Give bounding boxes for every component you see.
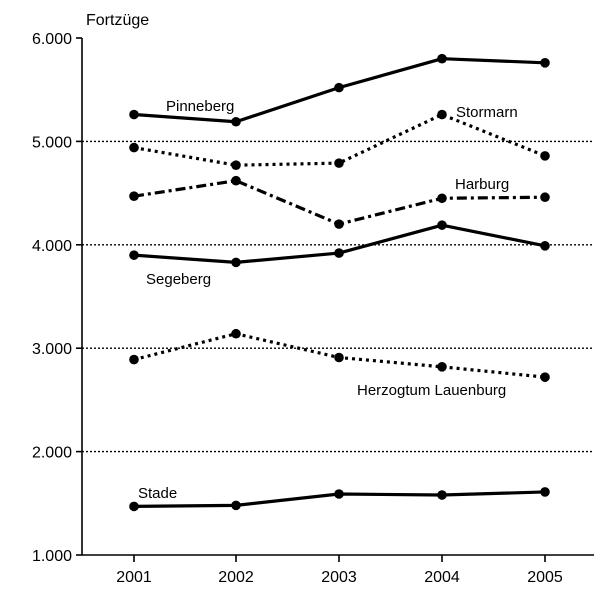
y-tick-label: 1.000: [32, 548, 72, 565]
data-point: [231, 116, 241, 127]
data-point: [129, 250, 139, 260]
data-point: [334, 489, 344, 499]
data-point: [231, 175, 241, 186]
series-label: Segeberg: [146, 271, 211, 288]
x-tick-label: 2005: [527, 569, 563, 586]
data-point: [540, 192, 550, 203]
series-line: [133, 112, 546, 167]
series-label: Stade: [138, 485, 177, 502]
y-tick-label: 4.000: [32, 238, 72, 255]
data-point: [540, 151, 550, 161]
series-label: Stormarn: [456, 104, 518, 121]
x-tick-label: 2001: [116, 569, 152, 586]
x-tick-label: 2004: [424, 569, 460, 586]
data-point: [540, 58, 550, 68]
data-point: [540, 372, 550, 382]
data-point: [334, 248, 344, 258]
data-point: [437, 490, 447, 500]
y-tick-label: 3.000: [32, 341, 72, 358]
series-labels: Pinneberg Stormarn Harburg Segeberg Herzogtu…: [138, 98, 518, 502]
series-label: Harburg: [455, 176, 509, 193]
series-group: [129, 53, 550, 512]
data-point: [129, 354, 139, 365]
series-label: Pinneberg: [166, 98, 234, 115]
data-point: [231, 328, 241, 339]
data-point: [540, 241, 550, 251]
data-point: [129, 191, 139, 202]
data-point: [231, 257, 241, 268]
axes: 1.000 2.000 3.000 4.000 5.000 6.000 2001 2002 20…: [32, 31, 594, 586]
y-axis-label: Fortzüge: [86, 12, 149, 29]
data-point: [129, 142, 139, 153]
data-point: [334, 219, 344, 229]
gridlines: [82, 140, 594, 453]
data-point: [437, 220, 447, 230]
data-point: [231, 500, 241, 511]
data-point: [437, 193, 447, 204]
y-tick-label: 5.000: [32, 134, 72, 151]
y-tick-label: 6.000: [32, 31, 72, 48]
data-point: [231, 160, 241, 170]
data-point: [129, 109, 139, 120]
data-point: [437, 109, 447, 120]
data-point: [129, 501, 139, 512]
data-point: [334, 82, 344, 93]
data-point: [437, 362, 447, 372]
data-point: [540, 487, 550, 497]
data-point: [334, 352, 344, 363]
data-point: [334, 158, 344, 168]
x-tick-label: 2003: [321, 569, 357, 586]
y-tick-label: 2.000: [32, 445, 72, 462]
series-label: Herzogtum Lauenburg: [357, 382, 506, 399]
x-tick-label: 2002: [218, 569, 254, 586]
data-point: [437, 53, 447, 64]
